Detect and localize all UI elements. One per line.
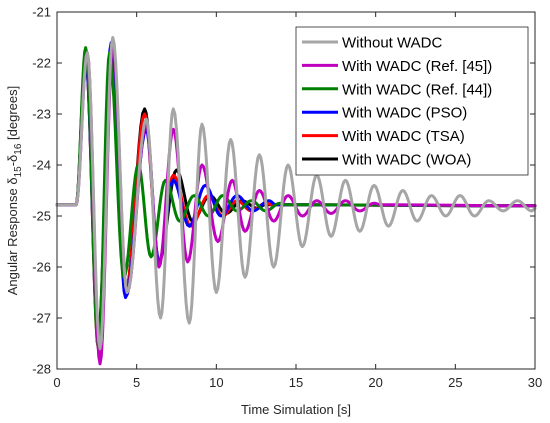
- y-tick-label-7: -21: [32, 5, 51, 20]
- x-tick-label-1: 5: [133, 375, 140, 390]
- series-layer: [55, 36, 537, 366]
- legend-label-1: With WADC (Ref. [45]): [342, 58, 492, 75]
- y-tick-label-1: -27: [32, 311, 51, 326]
- y-axis-label-delta-1: δ: [5, 177, 20, 184]
- y-axis-label-suffix: [degrees]: [5, 86, 20, 144]
- y-axis-label-mid: -δ: [5, 155, 20, 167]
- y-tick-label-5: -23: [32, 107, 51, 122]
- y-tick-label-2: -26: [32, 260, 51, 275]
- legend-label-0: Without WADC: [342, 35, 442, 52]
- y-axis-label-prefix: Angular Response: [5, 185, 20, 296]
- y-tick-label-3: -25: [32, 209, 51, 224]
- y-axis-label: Angular Response δ15-δ16 [degrees]: [5, 86, 24, 295]
- x-tick-label-4: 20: [368, 375, 382, 390]
- y-tick-label-6: -22: [32, 56, 51, 71]
- series-line-0: [55, 36, 537, 351]
- tick-layer: 0 5 10 15 20 25 30 -28 -27 -26 -25 -24 -23 -22 -21: [32, 5, 542, 391]
- x-axis-label: Time Simulation [s]: [241, 402, 351, 417]
- legend-label-4: With WADC (TSA): [342, 128, 465, 145]
- legend-label-5: With WADC (WOA): [342, 152, 471, 169]
- x-tick-label-6: 30: [528, 375, 542, 390]
- x-tick-label-0: 0: [53, 375, 60, 390]
- y-tick-label-4: -24: [32, 158, 51, 173]
- x-tick-label-5: 25: [448, 375, 462, 390]
- legend: Without WADC With WADC (Ref. [45]) With WA…: [295, 26, 529, 176]
- y-tick-label-0: -28: [32, 362, 51, 377]
- legend-label-3: With WADC (PSO): [342, 105, 467, 122]
- y-axis-label-sub-2: 16: [13, 143, 24, 155]
- legend-box: [295, 26, 529, 176]
- legend-label-2: With WADC (Ref. [44]): [342, 81, 492, 98]
- y-axis-label-sub-1: 15: [13, 166, 24, 178]
- x-tick-label-3: 15: [289, 375, 303, 390]
- x-tick-label-2: 10: [209, 375, 223, 390]
